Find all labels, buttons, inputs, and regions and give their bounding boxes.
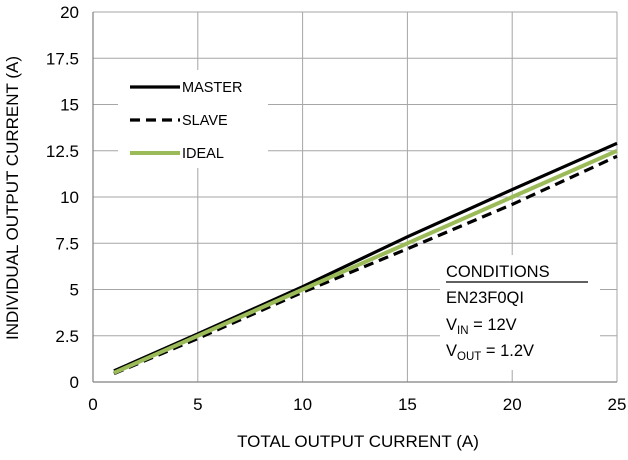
y-tick-label: 0 (70, 373, 79, 392)
legend: MASTER SLAVE IDEAL (118, 70, 268, 168)
axes (92, 12, 617, 383)
conditions-device: EN23F0QI (446, 289, 524, 307)
x-tick-label: 0 (88, 395, 97, 414)
conditions-vout: VOUT = 1.2V (446, 342, 534, 363)
series-line-ideal (113, 148, 618, 375)
y-tick-label: 7.5 (55, 234, 79, 253)
conditions-vin: VIN = 12V (446, 316, 517, 337)
y-tick-label: 5 (70, 281, 79, 300)
tick-labels: 0 5 10 15 20 25 0 2.5 5 7.5 10 12.5 15 17.5 20 (46, 3, 627, 414)
y-tick-label: 10 (60, 188, 79, 207)
x-tick-label: 15 (398, 395, 417, 414)
y-tick-label: 2.5 (55, 327, 79, 346)
y-tick-label: 20 (60, 3, 79, 22)
series-line-slave (113, 154, 618, 376)
legend-label-slave: SLAVE (182, 113, 228, 129)
legend-label-ideal: IDEAL (182, 146, 224, 162)
y-tick-label: 12.5 (46, 142, 79, 161)
legend-label-master: MASTER (182, 80, 242, 96)
x-tick-label: 25 (608, 395, 627, 414)
x-tick-label: 5 (193, 395, 202, 414)
x-tick-label: 10 (293, 395, 312, 414)
conditions-background (440, 255, 600, 370)
conditions-title: CONDITIONS (446, 263, 550, 281)
conditions-box: CONDITIONS EN23F0QI VIN = 12V VOUT = 1.2… (440, 255, 600, 370)
y-tick-label: 15 (60, 96, 79, 115)
series-layer (113, 141, 618, 376)
y-axis-title: INDIVIDUAL OUTPUT CURRENT (A) (3, 56, 22, 340)
y-tick-label: 17.5 (46, 49, 79, 68)
x-tick-label: 20 (503, 395, 522, 414)
x-axis-title: TOTAL OUTPUT CURRENT (A) (237, 432, 479, 451)
